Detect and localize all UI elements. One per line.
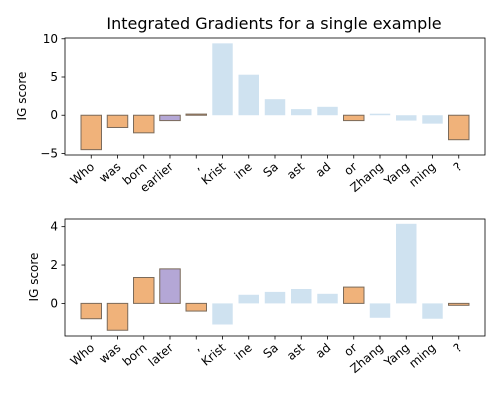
bar-ine	[238, 294, 259, 304]
x-tick-label: ad	[313, 160, 333, 180]
bar-or	[343, 286, 365, 304]
y-axis-ticks: −5 0 5 10	[40, 32, 65, 160]
x-tick-label: ine	[232, 341, 255, 364]
bar-	[185, 113, 207, 116]
bar-Krist	[212, 43, 233, 116]
bar-later	[159, 268, 181, 304]
x-tick-label: ,	[190, 341, 202, 354]
bar-was	[106, 114, 129, 128]
bar-born	[133, 277, 155, 304]
x-tick-label: ine	[232, 160, 255, 183]
x-tick-label: ast	[284, 159, 307, 182]
bar-	[448, 302, 470, 306]
y-axis-label: IG score	[27, 253, 41, 302]
x-tick-label: Who	[68, 341, 98, 369]
y-tick-label: 2	[50, 258, 58, 272]
bar-ine	[238, 74, 259, 116]
x-tick-label: Who	[68, 160, 98, 188]
x-tick-label: ad	[313, 341, 333, 361]
x-tick-label: Krist	[199, 340, 229, 368]
y-axis-label: IG score	[15, 72, 29, 121]
x-tick-label: ?	[451, 341, 465, 356]
bar-ming	[422, 115, 443, 124]
x-tick-label: was	[96, 160, 123, 186]
x-tick-label: Sa	[260, 160, 280, 180]
bar-series	[80, 223, 470, 331]
x-tick-label: Sa	[260, 341, 280, 361]
bar-Sa	[264, 99, 286, 116]
x-tick-label: Yang	[381, 341, 412, 371]
bar-	[448, 114, 470, 141]
x-tick-label: Yang	[381, 160, 412, 190]
y-tick-label: 10	[43, 32, 58, 46]
bar-ad	[317, 293, 338, 304]
x-tick-label: born	[120, 341, 150, 369]
bar-born	[133, 114, 155, 134]
bar-Yang	[396, 115, 417, 121]
x-tick-label: ming	[406, 160, 438, 190]
bar-earlier	[159, 114, 181, 122]
chart-title: Integrated Gradients for a single exampl…	[106, 14, 441, 33]
x-tick-label: ,	[190, 160, 202, 173]
plot-frame	[64, 218, 486, 337]
bar-was	[106, 302, 129, 331]
y-tick-label: 0	[50, 296, 58, 310]
bar-Yang	[396, 223, 417, 304]
x-tick-label: later	[146, 341, 176, 370]
bar-Who	[80, 302, 102, 320]
y-axis-ticks: 0 2 4	[50, 220, 65, 310]
bar-ast	[291, 289, 312, 304]
x-tick-label: ming	[406, 341, 438, 371]
bar-Zhang	[369, 113, 391, 116]
bar-ad	[317, 106, 338, 116]
bar-Who	[80, 114, 102, 151]
bar-series	[80, 43, 470, 151]
bar-or	[343, 114, 365, 122]
y-tick-label: 5	[50, 70, 58, 84]
bar-ast	[291, 109, 312, 116]
x-tick-label: Krist	[199, 159, 229, 187]
bar-Sa	[264, 291, 286, 304]
plot-frame	[64, 37, 486, 156]
bar-Zhang	[369, 303, 391, 318]
y-tick-label: 0	[50, 108, 58, 122]
x-tick-label: ?	[451, 160, 465, 175]
y-tick-label: −5	[40, 146, 58, 160]
chart-top: Integrated Gradients for a single exampl…	[15, 14, 486, 195]
y-tick-label: 4	[50, 220, 58, 234]
bar-	[185, 302, 207, 312]
bar-ming	[422, 303, 443, 319]
x-tick-label: ast	[284, 340, 307, 363]
bar-Krist	[212, 303, 233, 325]
x-tick-label: was	[96, 341, 123, 367]
